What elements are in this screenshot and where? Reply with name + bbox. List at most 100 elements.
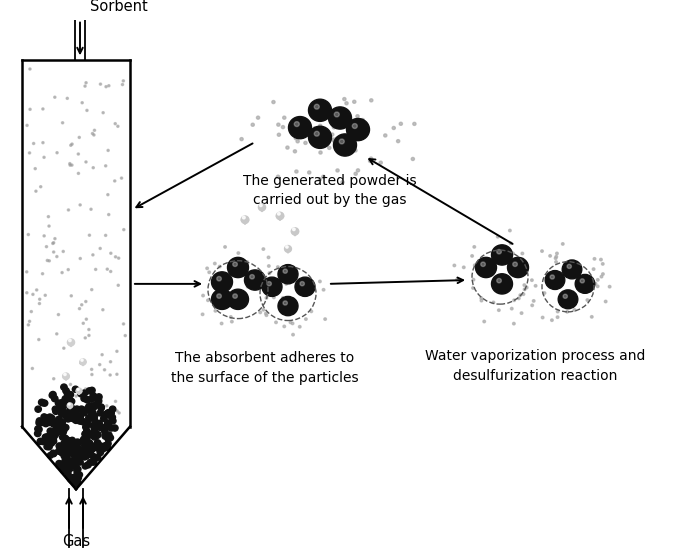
Circle shape	[291, 322, 294, 325]
Circle shape	[46, 420, 52, 426]
Circle shape	[81, 439, 88, 445]
Circle shape	[66, 444, 73, 450]
Circle shape	[48, 434, 54, 440]
Circle shape	[70, 476, 76, 482]
Circle shape	[262, 309, 265, 311]
Circle shape	[29, 68, 31, 70]
Circle shape	[492, 301, 495, 304]
Circle shape	[80, 437, 87, 443]
Circle shape	[104, 444, 111, 450]
Circle shape	[112, 425, 118, 431]
Circle shape	[67, 403, 73, 408]
Circle shape	[46, 444, 52, 450]
Circle shape	[34, 168, 36, 169]
Circle shape	[86, 440, 92, 446]
Circle shape	[41, 400, 48, 406]
Circle shape	[71, 409, 78, 415]
Circle shape	[232, 262, 237, 267]
Circle shape	[81, 454, 88, 460]
Circle shape	[92, 431, 98, 437]
Circle shape	[240, 137, 243, 141]
Circle shape	[75, 395, 77, 397]
Polygon shape	[291, 231, 299, 236]
Circle shape	[497, 278, 501, 283]
Circle shape	[60, 410, 66, 416]
Circle shape	[81, 448, 88, 454]
Circle shape	[36, 418, 43, 424]
Circle shape	[72, 443, 78, 449]
Circle shape	[104, 411, 110, 417]
Circle shape	[307, 131, 310, 135]
Circle shape	[57, 461, 64, 468]
Circle shape	[295, 277, 315, 296]
Circle shape	[265, 296, 267, 299]
Circle shape	[97, 449, 104, 455]
Circle shape	[73, 481, 79, 487]
Circle shape	[549, 254, 552, 257]
Circle shape	[41, 414, 48, 420]
Circle shape	[76, 388, 82, 394]
Circle shape	[63, 397, 65, 399]
Circle shape	[26, 124, 28, 126]
Circle shape	[109, 374, 111, 376]
Circle shape	[66, 397, 73, 403]
Circle shape	[29, 152, 31, 154]
Circle shape	[60, 447, 67, 453]
Circle shape	[72, 454, 78, 460]
Circle shape	[554, 257, 557, 259]
Circle shape	[214, 310, 217, 312]
Circle shape	[349, 134, 353, 137]
Circle shape	[471, 254, 473, 257]
Circle shape	[53, 426, 60, 433]
Circle shape	[55, 400, 62, 406]
Circle shape	[63, 413, 69, 420]
Circle shape	[561, 243, 564, 245]
Circle shape	[71, 440, 77, 447]
Circle shape	[510, 307, 513, 310]
Circle shape	[38, 399, 45, 405]
Circle shape	[48, 440, 55, 446]
Circle shape	[68, 407, 74, 414]
Circle shape	[66, 414, 72, 420]
Circle shape	[324, 318, 326, 320]
Circle shape	[59, 419, 66, 425]
Circle shape	[90, 289, 93, 291]
Circle shape	[283, 325, 286, 328]
Circle shape	[370, 99, 373, 102]
Circle shape	[122, 229, 125, 231]
Circle shape	[52, 242, 54, 245]
Circle shape	[291, 228, 299, 235]
Circle shape	[286, 246, 288, 248]
Circle shape	[69, 407, 76, 413]
Circle shape	[38, 298, 41, 300]
Circle shape	[99, 83, 102, 85]
Circle shape	[296, 140, 300, 143]
Circle shape	[289, 321, 292, 323]
Circle shape	[27, 233, 29, 236]
Circle shape	[94, 445, 101, 452]
Circle shape	[319, 145, 322, 148]
Circle shape	[120, 177, 122, 179]
Circle shape	[67, 405, 74, 411]
Circle shape	[335, 112, 339, 117]
Circle shape	[523, 284, 526, 286]
Circle shape	[75, 478, 80, 484]
Circle shape	[102, 309, 104, 311]
Circle shape	[92, 427, 98, 433]
Circle shape	[497, 250, 501, 254]
Circle shape	[67, 209, 69, 211]
Circle shape	[70, 440, 76, 447]
Circle shape	[124, 335, 127, 337]
Circle shape	[304, 141, 307, 145]
Circle shape	[100, 445, 106, 452]
Circle shape	[258, 204, 265, 211]
Circle shape	[121, 83, 124, 86]
Circle shape	[604, 300, 607, 302]
Circle shape	[64, 455, 70, 461]
Circle shape	[600, 258, 602, 261]
Circle shape	[64, 446, 71, 452]
Circle shape	[392, 126, 396, 130]
Circle shape	[56, 463, 62, 469]
Circle shape	[69, 450, 76, 457]
Circle shape	[90, 208, 92, 210]
